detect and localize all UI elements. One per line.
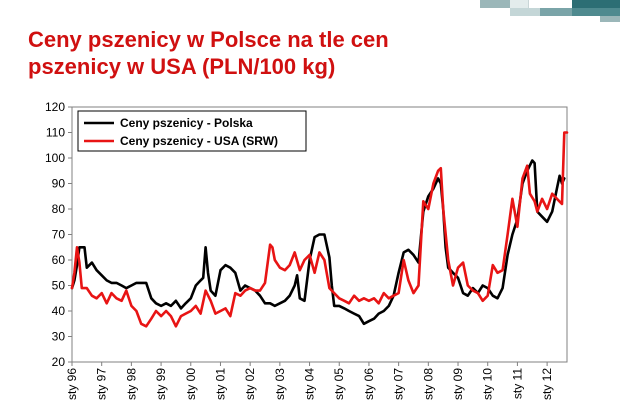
slide-title-line-2: pszenicy w USA (PLN/100 kg): [28, 54, 336, 79]
x-tick-label: sty 04: [303, 368, 317, 400]
x-tick-label: sty 96: [65, 368, 79, 400]
y-tick-label: 60: [52, 253, 66, 267]
y-tick-label: 110: [46, 126, 65, 140]
y-tick-label: 20: [52, 355, 66, 369]
x-tick-label: sty 05: [332, 368, 346, 400]
x-tick-label: sty 12: [540, 368, 554, 400]
y-tick-label: 70: [52, 228, 66, 242]
x-tick-label: sty 10: [481, 368, 495, 400]
top-bar: [0, 0, 620, 22]
x-tick-label: sty 97: [95, 368, 109, 400]
legend-box: [77, 110, 307, 152]
x-tick-label: sty 99: [154, 368, 168, 400]
x-tick-label: sty 08: [421, 368, 435, 400]
y-tick-label: 30: [52, 330, 66, 344]
x-tick-label: sty 01: [213, 368, 227, 400]
x-tick-label: sty 06: [362, 368, 376, 400]
slide-title: Ceny pszenicy w Polsce na tle cen pszeni…: [28, 26, 448, 80]
x-tick-label: sty 09: [451, 368, 465, 400]
y-tick-label: 40: [52, 304, 66, 318]
y-tick-label: 80: [52, 202, 66, 216]
legend-label: Ceny pszenicy - Polska: [120, 116, 253, 130]
y-tick-label: 100: [45, 151, 65, 165]
chart-container: 20 30 40 50 60 70 80 90 100 110 120 sty 96 sty 97 sty…: [0, 95, 620, 413]
x-tick-label: sty 00: [184, 368, 198, 400]
legend-label: Ceny pszenicy - USA (SRW): [120, 134, 278, 148]
decorative-blocks: [480, 0, 620, 22]
y-tick-label: 90: [52, 177, 66, 191]
x-tick-label: sty 11: [510, 368, 524, 399]
x-tick-label: sty 03: [273, 368, 287, 400]
slide-title-line-1: Ceny pszenicy w Polsce na tle cen: [28, 27, 389, 52]
y-tick-label: 120: [45, 100, 65, 114]
price-line-chart: 20 30 40 50 60 70 80 90 100 110 120 sty 96 sty 97 sty…: [45, 100, 569, 400]
y-tick-label: 50: [52, 279, 66, 293]
x-tick-label: sty 07: [392, 368, 406, 400]
x-tick-label: sty 02: [243, 368, 257, 400]
series-line-usa: [70, 131, 569, 328]
x-tick-label: sty 98: [124, 368, 138, 400]
series-line-polska: [70, 159, 566, 326]
